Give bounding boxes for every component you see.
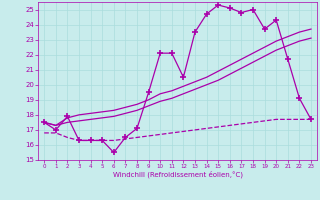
X-axis label: Windchill (Refroidissement éolien,°C): Windchill (Refroidissement éolien,°C) [113, 171, 243, 178]
